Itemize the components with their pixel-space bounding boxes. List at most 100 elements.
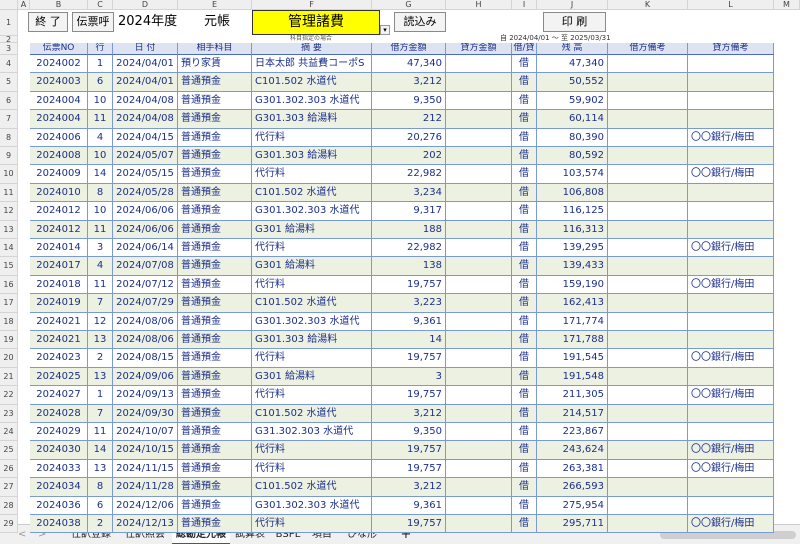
table-cell xyxy=(688,331,774,350)
table-cell: 2024/09/06 xyxy=(113,367,178,387)
table-cell xyxy=(446,147,512,166)
account-select[interactable]: 管理諸費 xyxy=(252,10,380,35)
sheet-tab[interactable]: ひな形 xyxy=(347,529,377,540)
table-cell xyxy=(608,294,688,313)
dropdown-arrow[interactable]: ▾ xyxy=(380,25,390,35)
table-cell xyxy=(608,239,688,258)
table-cell: 2024023 xyxy=(30,349,88,368)
sheet-tab[interactable]: BSPL xyxy=(275,529,301,540)
row-header: 27 xyxy=(0,478,18,497)
load-button[interactable]: 読込み xyxy=(394,12,446,32)
table-cell: 借 xyxy=(512,349,537,368)
table-cell: 171,788 xyxy=(537,331,608,350)
print-button[interactable]: 印 刷 xyxy=(543,12,606,32)
table-cell: 〇〇銀行/梅田 xyxy=(688,239,774,258)
table-cell: C101.502 水道代 xyxy=(252,73,372,92)
add-tab[interactable]: + xyxy=(400,527,412,542)
table-cell xyxy=(688,202,774,221)
table-cell: 借 xyxy=(512,165,537,184)
table-header-cell: 貸方備考 xyxy=(688,43,774,55)
table-cell xyxy=(688,367,774,387)
table-cell: 60,114 xyxy=(537,110,608,129)
table-cell: 10 xyxy=(88,147,113,166)
table-cell: 10 xyxy=(88,202,113,221)
table-cell: 103,574 xyxy=(537,165,608,184)
table-cell: 9,361 xyxy=(372,312,446,331)
table-cell: 7 xyxy=(88,404,113,423)
table-cell: 9,361 xyxy=(372,496,446,515)
table-cell: 7 xyxy=(88,294,113,313)
table-cell: 2024033 xyxy=(30,459,88,479)
fiscal-year: 2024年度 xyxy=(118,14,178,29)
table-cell: 11 xyxy=(88,110,113,129)
table-cell: 借 xyxy=(512,91,537,111)
table-cell: 10 xyxy=(88,91,113,111)
table-cell: 借 xyxy=(512,386,537,405)
table-cell: 20,276 xyxy=(372,128,446,147)
table-cell: 1 xyxy=(88,55,113,74)
table-cell: 普通預金 xyxy=(178,386,252,405)
table-cell: 2024/12/06 xyxy=(113,496,178,515)
table-header-cell: 貸方金額 xyxy=(446,43,512,55)
table-cell xyxy=(608,55,688,74)
column-header: G xyxy=(372,0,446,10)
table-cell: G301 給湯料 xyxy=(252,367,372,387)
tab-next[interactable]: > xyxy=(38,529,47,540)
table-cell: 2024/04/08 xyxy=(113,91,178,111)
table-cell xyxy=(608,202,688,221)
table-cell: 借 xyxy=(512,55,537,74)
voucher-button[interactable]: 伝票呼 xyxy=(72,12,114,32)
table-cell: 借 xyxy=(512,404,537,423)
table-cell: 188 xyxy=(372,220,446,239)
table-cell: 275,954 xyxy=(537,496,608,515)
table-cell: 116,313 xyxy=(537,220,608,239)
table-cell: 普通預金 xyxy=(178,220,252,239)
table-cell: 8 xyxy=(88,478,113,497)
table-cell xyxy=(688,478,774,497)
table-cell: 1 xyxy=(88,386,113,405)
table-cell: 212 xyxy=(372,110,446,129)
table-cell xyxy=(608,386,688,405)
table-cell xyxy=(446,275,512,295)
sheet-tab[interactable]: 仕訳照会 xyxy=(125,529,165,540)
table-cell: 借 xyxy=(512,183,537,203)
table-cell: 普通預金 xyxy=(178,459,252,479)
table-cell xyxy=(608,110,688,129)
table-cell: G301.302.303 水道代 xyxy=(252,496,372,515)
table-cell xyxy=(446,239,512,258)
table-cell: 普通預金 xyxy=(178,404,252,423)
table-cell xyxy=(688,423,774,442)
table-cell: 11 xyxy=(88,220,113,239)
table-cell: G301.302.303 水道代 xyxy=(252,202,372,221)
table-cell: 2024/08/06 xyxy=(113,331,178,350)
table-cell: 6 xyxy=(88,496,113,515)
column-header: K xyxy=(608,0,688,10)
exit-button[interactable]: 終 了 xyxy=(28,12,68,32)
scrollbar[interactable] xyxy=(660,531,796,539)
table-cell xyxy=(446,294,512,313)
row-header: 20 xyxy=(0,349,18,368)
table-cell: 19,757 xyxy=(372,349,446,368)
table-cell: 〇〇銀行/梅田 xyxy=(688,386,774,405)
table-cell xyxy=(608,515,688,534)
column-header: E xyxy=(178,0,252,10)
table-cell: 2024030 xyxy=(30,441,88,460)
table-cell xyxy=(608,275,688,295)
table-cell xyxy=(446,404,512,423)
tab-prev[interactable]: < xyxy=(18,529,27,540)
table-header-cell: 摘 要 xyxy=(252,43,372,55)
table-cell xyxy=(608,165,688,184)
sheet-tab[interactable]: 仕訳登録 xyxy=(71,529,111,540)
table-cell: 2024/07/08 xyxy=(113,257,178,276)
table-cell xyxy=(688,312,774,331)
table-cell: 138 xyxy=(372,257,446,276)
table-cell: 普通預金 xyxy=(178,239,252,258)
account-hint: 科目指定の場合 xyxy=(290,35,333,42)
table-cell: 〇〇銀行/梅田 xyxy=(688,459,774,479)
table-cell: 14 xyxy=(88,441,113,460)
row-header: 1 xyxy=(0,10,18,36)
sheet-tab[interactable]: 試算表 xyxy=(235,529,265,540)
sheet-tab[interactable]: 項目 xyxy=(312,529,332,540)
table-cell: G301.302.303 水道代 xyxy=(252,91,372,111)
table-cell xyxy=(446,257,512,276)
